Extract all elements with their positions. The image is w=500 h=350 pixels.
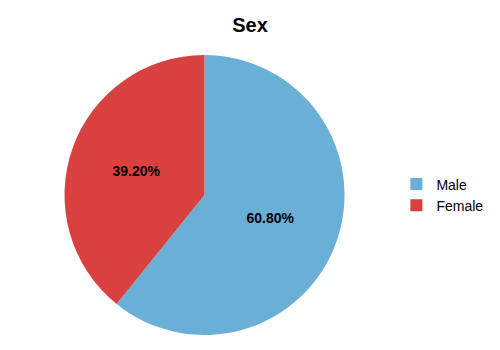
- svg-text:Sex: Sex: [232, 14, 268, 36]
- svg-text:Female: Female: [436, 198, 483, 214]
- svg-text:Male: Male: [436, 177, 467, 193]
- svg-text:39.20%: 39.20%: [113, 163, 161, 179]
- svg-text:60.80%: 60.80%: [246, 210, 294, 226]
